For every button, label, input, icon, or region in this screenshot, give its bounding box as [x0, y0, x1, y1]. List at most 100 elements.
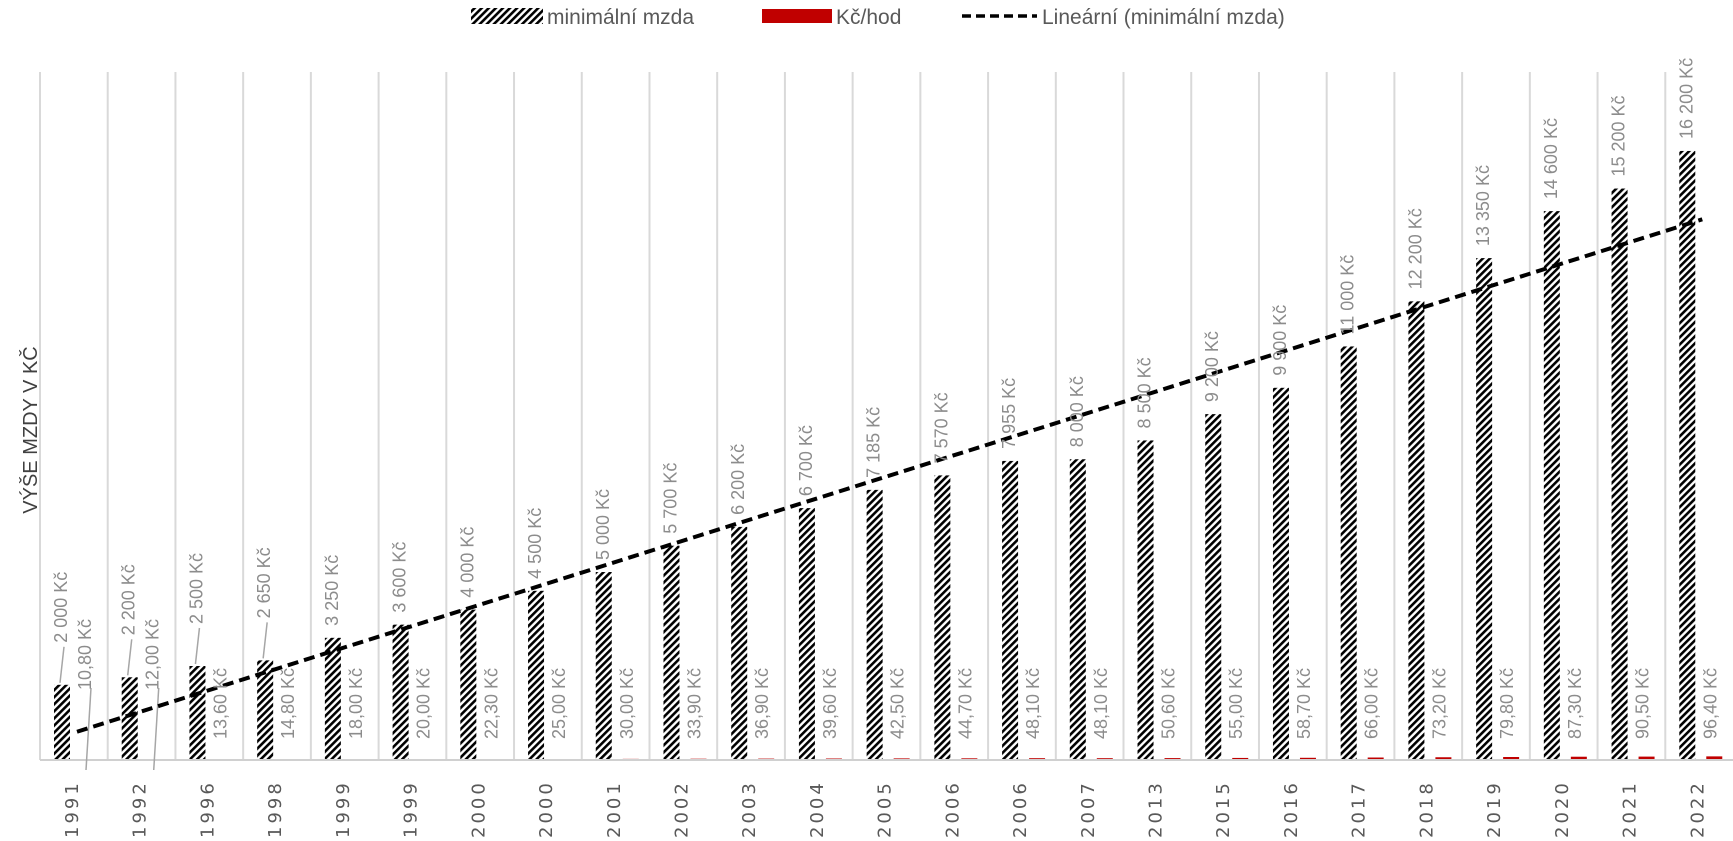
wage-bar — [1476, 258, 1493, 760]
hourly-bar — [1299, 757, 1316, 760]
hourly-data-label: 96,40 Kč — [1700, 668, 1720, 739]
wage-data-label: 5 000 Kč — [593, 489, 613, 560]
hourly-data-label: 33,90 Kč — [684, 668, 704, 739]
x-tick-label: 2019 — [1484, 780, 1505, 838]
wage-data-label: 4 000 Kč — [457, 527, 477, 598]
wage-bar — [731, 526, 748, 760]
x-tick-label: 2005 — [875, 780, 896, 838]
wage-bar — [460, 609, 477, 760]
hourly-data-label: 48,10 Kč — [1023, 668, 1043, 739]
x-tick-label: 2004 — [807, 780, 828, 838]
legend-label-wage: minimální mzda — [547, 6, 694, 29]
wage-data-label: 2 200 Kč — [119, 564, 139, 635]
wage-bar — [1137, 440, 1154, 760]
hourly-bar — [1570, 756, 1587, 760]
wage-bar — [1340, 346, 1357, 760]
x-tick-label: 2003 — [739, 780, 760, 838]
leader-line — [262, 622, 268, 659]
wage-data-label: 7 955 Kč — [999, 378, 1019, 449]
leader-line — [85, 687, 92, 771]
x-tick-label: 2015 — [1213, 780, 1234, 838]
wage-bar — [663, 545, 680, 760]
x-tick-label: 2013 — [1146, 780, 1167, 838]
x-tick-label: 2006 — [1010, 780, 1031, 838]
wage-bar — [257, 660, 274, 760]
wage-data-label: 9 200 Kč — [1202, 331, 1222, 402]
hourly-bar — [1503, 756, 1520, 760]
hourly-data-label: 20,00 Kč — [414, 668, 434, 739]
x-tick-label: 2000 — [536, 780, 557, 838]
leader-line — [59, 646, 65, 683]
wage-data-label: 2 650 Kč — [254, 547, 274, 618]
leader-line — [126, 639, 133, 676]
wage-bar — [1205, 414, 1222, 760]
hourly-data-label: 12,00 Kč — [143, 619, 163, 690]
hourly-bar — [1435, 757, 1452, 760]
legend: minimální mzda Kč/hod Lineární (minimáln… — [471, 6, 1285, 29]
wage-bars — [54, 150, 1696, 761]
wage-data-label: 16 200 Kč — [1676, 58, 1696, 139]
hourly-data-label: 55,00 Kč — [1226, 668, 1246, 739]
legend-item-trend: Lineární (minimální mzda) — [962, 6, 1285, 29]
hourly-data-label: 73,20 Kč — [1429, 668, 1449, 739]
hourly-data-label: 87,30 Kč — [1565, 668, 1585, 739]
x-tick-label: 2017 — [1349, 780, 1370, 838]
wage-data-label: 12 200 Kč — [1405, 208, 1425, 289]
wage-data-label: 3 250 Kč — [322, 555, 342, 626]
wage-data-label: 9 900 Kč — [1270, 305, 1290, 376]
x-tick-label: 2001 — [604, 780, 625, 838]
wage-bar — [934, 475, 951, 760]
hourly-data-label: 10,80 Kč — [75, 619, 95, 690]
hourly-data-label: 42,50 Kč — [888, 668, 908, 739]
x-tick-label: 2007 — [1078, 780, 1099, 838]
x-tick-label: 2000 — [468, 780, 489, 838]
wage-data-label: 8 500 Kč — [1135, 357, 1155, 428]
hourly-data-labels: 10,80 Kč 12,00 Kč 13,60 Kč 14,80 Kč 18,00 Kč… — [75, 619, 1720, 739]
x-tick-label: 1991 — [62, 780, 83, 838]
legend-swatch-wage — [471, 8, 543, 24]
label-leader-lines — [59, 622, 268, 771]
wage-data-label: 15 200 Kč — [1609, 95, 1629, 176]
hourly-data-label: 18,00 Kč — [346, 668, 366, 739]
hourly-data-label: 44,70 Kč — [955, 668, 975, 739]
wage-bar — [54, 684, 70, 760]
x-tick-label: 1992 — [130, 780, 151, 838]
legend-item-wage: minimální mzda — [471, 6, 694, 29]
wage-data-label: 3 600 Kč — [390, 542, 410, 613]
wage-data-label: 2 000 Kč — [51, 572, 71, 643]
wage-bar — [1611, 188, 1628, 760]
x-tick-label: 2016 — [1281, 780, 1302, 838]
wage-data-label: 2 500 Kč — [186, 553, 206, 624]
hourly-bar — [1232, 757, 1249, 760]
y-axis-title: VÝŠE MZDY V KČ — [19, 346, 42, 513]
wage-data-label: 5 700 Kč — [660, 463, 680, 534]
trendline — [76, 217, 1703, 734]
x-tick-label: 2020 — [1552, 780, 1573, 838]
hourly-bar — [1638, 756, 1655, 760]
x-tick-label: 2021 — [1620, 780, 1641, 838]
hourly-data-label: 48,10 Kč — [1091, 668, 1111, 739]
hourly-data-label: 36,90 Kč — [752, 668, 772, 739]
wage-data-label: 8 000 Kč — [1067, 376, 1087, 447]
leader-line — [194, 627, 201, 665]
wage-bar — [1408, 301, 1425, 760]
vertical-gridlines — [39, 72, 1667, 760]
wage-data-label: 14 600 Kč — [1541, 118, 1561, 199]
wage-bar — [1002, 460, 1019, 760]
legend-swatch-hourly — [762, 9, 832, 23]
x-tick-label: 1999 — [401, 780, 422, 838]
x-tick-label: 2018 — [1416, 780, 1437, 838]
x-tick-labels: 1991 1992 1996 1998 1999 1999 2000 2000 2001 2002… — [62, 780, 1708, 838]
hourly-bar — [1367, 757, 1384, 760]
wage-data-label: 7 570 Kč — [931, 392, 951, 463]
wage-bar — [1679, 150, 1696, 761]
hourly-data-label: 66,00 Kč — [1362, 668, 1382, 739]
wage-bar — [121, 677, 138, 760]
wage-data-label: 13 350 Kč — [1473, 165, 1493, 246]
legend-label-hourly: Kč/hod — [836, 6, 901, 29]
wage-bar — [595, 572, 612, 760]
x-tick-label: 2006 — [942, 780, 963, 838]
wage-data-label: 11 000 Kč — [1338, 255, 1358, 335]
hourly-data-label: 25,00 Kč — [549, 668, 569, 739]
